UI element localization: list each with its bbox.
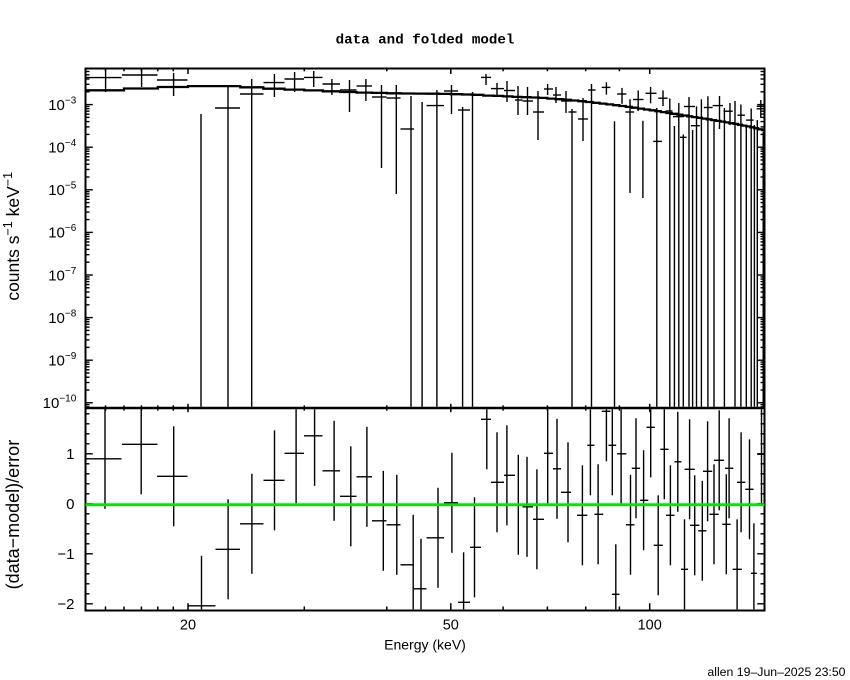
svg-text:data and folded model: data and folded model (336, 33, 515, 49)
svg-text:10−7: 10−7 (48, 266, 77, 285)
svg-text:50: 50 (443, 618, 459, 634)
svg-text:1: 1 (66, 446, 74, 463)
svg-text:−1: −1 (57, 546, 74, 563)
svg-text:10−5: 10−5 (48, 181, 77, 200)
svg-text:10−3: 10−3 (48, 95, 77, 114)
svg-text:10−10: 10−10 (43, 394, 77, 413)
svg-text:(data−model)/error: (data−model)/error (3, 440, 23, 590)
svg-text:10−8: 10−8 (48, 308, 77, 327)
svg-text:10−6: 10−6 (48, 223, 77, 242)
svg-text:10−4: 10−4 (48, 138, 77, 157)
svg-text:allen 19–Jun–2025 23:50: allen 19–Jun–2025 23:50 (707, 665, 845, 679)
svg-text:counts s−1 keV−1: counts s−1 keV−1 (1, 172, 23, 301)
svg-text:100: 100 (638, 618, 662, 634)
svg-text:0: 0 (66, 496, 74, 513)
svg-text:10−9: 10−9 (48, 351, 77, 370)
svg-text:−2: −2 (57, 596, 74, 613)
svg-text:Energy (keV): Energy (keV) (384, 637, 466, 653)
svg-text:20: 20 (180, 618, 196, 634)
